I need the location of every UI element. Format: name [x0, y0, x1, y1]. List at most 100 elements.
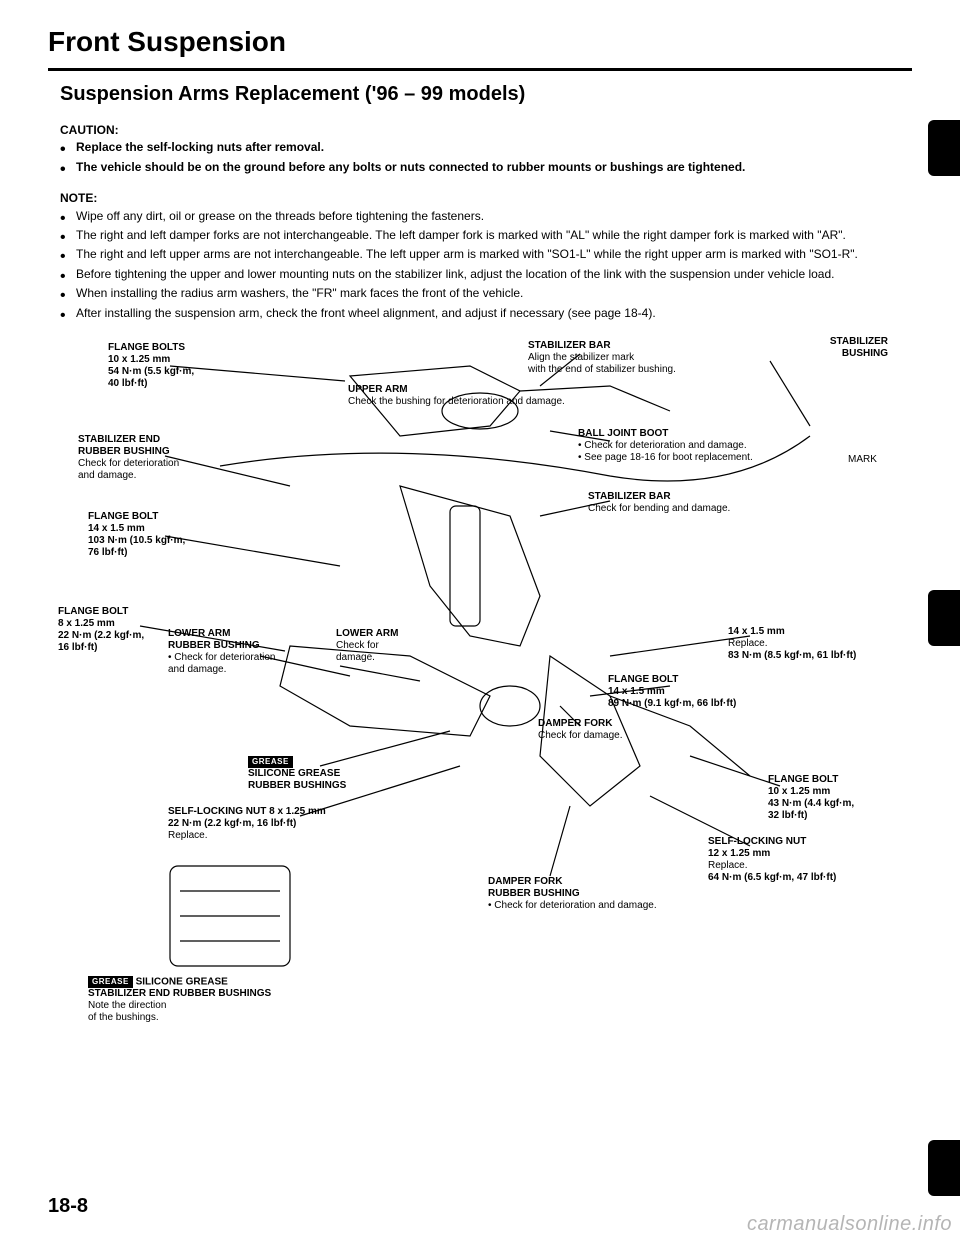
callout-mark: MARK	[848, 454, 877, 466]
label: FLANGE BOLTS	[108, 342, 194, 354]
label: BALL JOINT BOOT	[578, 428, 753, 440]
desc: Check for bending and damage.	[588, 503, 730, 515]
spec: 14 x 1.5 mm	[608, 686, 736, 698]
spec: 14 x 1.5 mm	[728, 626, 856, 638]
label: STABILIZER	[768, 336, 888, 348]
callout-stabilizer-bar-bend: STABILIZER BAR Check for bending and dam…	[588, 491, 730, 515]
callout-flange-bolt-3: FLANGE BOLT 8 x 1.25 mm 22 N·m (2.2 kgf·…	[58, 606, 144, 654]
desc: Replace.	[168, 830, 326, 842]
spec: 10 x 1.25 mm	[768, 786, 854, 798]
label: SELF-LOCKING NUT 8 x 1.25 mm	[168, 806, 326, 818]
caution-label: CAUTION:	[60, 122, 912, 139]
spec: 22 N·m (2.2 kgf·m, 16 lbf·ft)	[168, 818, 326, 830]
callout-self-locking-nut-1: SELF-LOCKING NUT 8 x 1.25 mm 22 N·m (2.2…	[168, 806, 326, 842]
spec: 76 lbf·ft)	[88, 547, 185, 559]
desc: • See page 18-16 for boot replacement.	[578, 452, 753, 464]
label: DAMPER FORK	[538, 718, 623, 730]
divider-thick	[48, 68, 912, 71]
spec: 12 x 1.25 mm	[708, 848, 836, 860]
note-item: After installing the suspension arm, che…	[60, 305, 912, 322]
watermark: carmanualsonline.info	[747, 1213, 952, 1236]
label: UPPER ARM	[348, 384, 565, 396]
spec: 14 x 1.5 mm	[88, 523, 185, 535]
label: RUBBER BUSHING	[488, 888, 657, 900]
spec: 32 lbf·ft)	[768, 810, 854, 822]
label: LOWER ARM	[168, 628, 275, 640]
suspension-diagram: FLANGE BOLTS 10 x 1.25 mm 54 N·m (5.5 kg…	[48, 336, 912, 1036]
desc: Check for deterioration	[78, 458, 179, 470]
desc: • Check for deterioration and damage.	[488, 900, 657, 912]
desc: • Check for deterioration and damage.	[578, 440, 753, 452]
label: STABILIZER BAR	[528, 340, 676, 352]
label: STABILIZER END RUBBER BUSHINGS	[88, 988, 271, 999]
caution-item: Replace the self-locking nuts after remo…	[60, 139, 912, 156]
desc: Check for	[336, 640, 398, 652]
callout-damper-fork-bushing: DAMPER FORK RUBBER BUSHING • Check for d…	[488, 876, 657, 912]
desc: Align the stabilizer mark	[528, 352, 676, 364]
label: BUSHING	[768, 348, 888, 360]
label: FLANGE BOLT	[88, 511, 185, 523]
note-block: NOTE: Wipe off any dirt, oil or grease o…	[60, 190, 912, 322]
label: FLANGE BOLT	[58, 606, 144, 618]
label: LOWER ARM	[336, 628, 398, 640]
caution-item: The vehicle should be on the ground befo…	[60, 159, 912, 176]
desc: and damage.	[78, 470, 179, 482]
desc: Check for damage.	[538, 730, 623, 742]
callout-flange-bolts-1: FLANGE BOLTS 10 x 1.25 mm 54 N·m (5.5 kg…	[108, 342, 194, 390]
grease-icon: GREASE	[88, 976, 133, 988]
note-item: Before tightening the upper and lower mo…	[60, 266, 912, 283]
right-edge-tabs	[936, 0, 960, 1242]
note-item: The right and left damper forks are not …	[60, 227, 912, 244]
desc: with the end of stabilizer bushing.	[528, 364, 676, 376]
page-container: Front Suspension Suspension Arms Replace…	[0, 0, 960, 1056]
desc: Replace.	[708, 860, 836, 872]
desc: Check the bushing for deterioration and …	[348, 396, 565, 408]
grease-icon: GREASE	[248, 756, 293, 768]
callout-damper-fork: DAMPER FORK Check for damage.	[538, 718, 623, 742]
callout-lower-arm-bushing: LOWER ARM RUBBER BUSHING • Check for det…	[168, 628, 275, 676]
callout-upper-arm: UPPER ARM Check the bushing for deterior…	[348, 384, 565, 408]
spec: 40 lbf·ft)	[108, 378, 194, 390]
edge-tab-icon	[928, 120, 960, 176]
label: SILICONE GREASE	[248, 768, 340, 779]
callout-self-locking-nut-2: SELF-LOCKING NUT 12 x 1.25 mm Replace. 6…	[708, 836, 836, 884]
note-label: NOTE:	[60, 190, 912, 207]
callout-flange-bolt-5: FLANGE BOLT 10 x 1.25 mm 43 N·m (4.4 kgf…	[768, 774, 854, 822]
label: STABILIZER BAR	[588, 491, 730, 503]
spec: 89 N·m (9.1 kgf·m, 66 lbf·ft)	[608, 698, 736, 710]
page-number: 18-8	[48, 1195, 88, 1218]
desc: Replace.	[728, 638, 856, 650]
label: STABILIZER END	[78, 434, 179, 446]
edge-tab-icon	[928, 590, 960, 646]
label: RUBBER BUSHINGS	[248, 780, 346, 791]
label: RUBBER BUSHING	[78, 446, 179, 458]
desc: and damage.	[168, 664, 275, 676]
callout-lower-arm: LOWER ARM Check for damage.	[336, 628, 398, 664]
spec: 64 N·m (6.5 kgf·m, 47 lbf·ft)	[708, 872, 836, 884]
desc: damage.	[336, 652, 398, 664]
note-list: Wipe off any dirt, oil or grease on the …	[60, 208, 912, 322]
desc: of the bushings.	[88, 1012, 159, 1023]
desc: Note the direction	[88, 1000, 166, 1011]
callout-silicone-grease-2: GREASE SILICONE GREASE STABILIZER END RU…	[88, 976, 271, 1024]
label: SILICONE GREASE	[136, 976, 228, 987]
edge-tab-icon	[928, 1140, 960, 1196]
spec: 103 N·m (10.5 kgf·m,	[88, 535, 185, 547]
caution-block: CAUTION: Replace the self-locking nuts a…	[60, 122, 912, 176]
label: FLANGE BOLT	[608, 674, 736, 686]
spec: 8 x 1.25 mm	[58, 618, 144, 630]
spec: 22 N·m (2.2 kgf·m,	[58, 630, 144, 642]
label: FLANGE BOLT	[768, 774, 854, 786]
caution-list: Replace the self-locking nuts after remo…	[60, 139, 912, 176]
spec: 16 lbf·ft)	[58, 642, 144, 654]
note-item: Wipe off any dirt, oil or grease on the …	[60, 208, 912, 225]
callout-stabilizer-bushing: STABILIZER BUSHING	[768, 336, 888, 360]
callout-flange-bolt-4: FLANGE BOLT 14 x 1.5 mm 89 N·m (9.1 kgf·…	[608, 674, 736, 710]
note-item: When installing the radius arm washers, …	[60, 285, 912, 302]
callout-flange-bolt-2: FLANGE BOLT 14 x 1.5 mm 103 N·m (10.5 kg…	[88, 511, 185, 559]
label: SELF-LOCKING NUT	[708, 836, 836, 848]
page-title: Front Suspension	[48, 26, 912, 58]
label: RUBBER BUSHING	[168, 640, 275, 652]
section-subtitle: Suspension Arms Replacement ('96 – 99 mo…	[60, 83, 912, 106]
desc: • Check for deterioration	[168, 652, 275, 664]
